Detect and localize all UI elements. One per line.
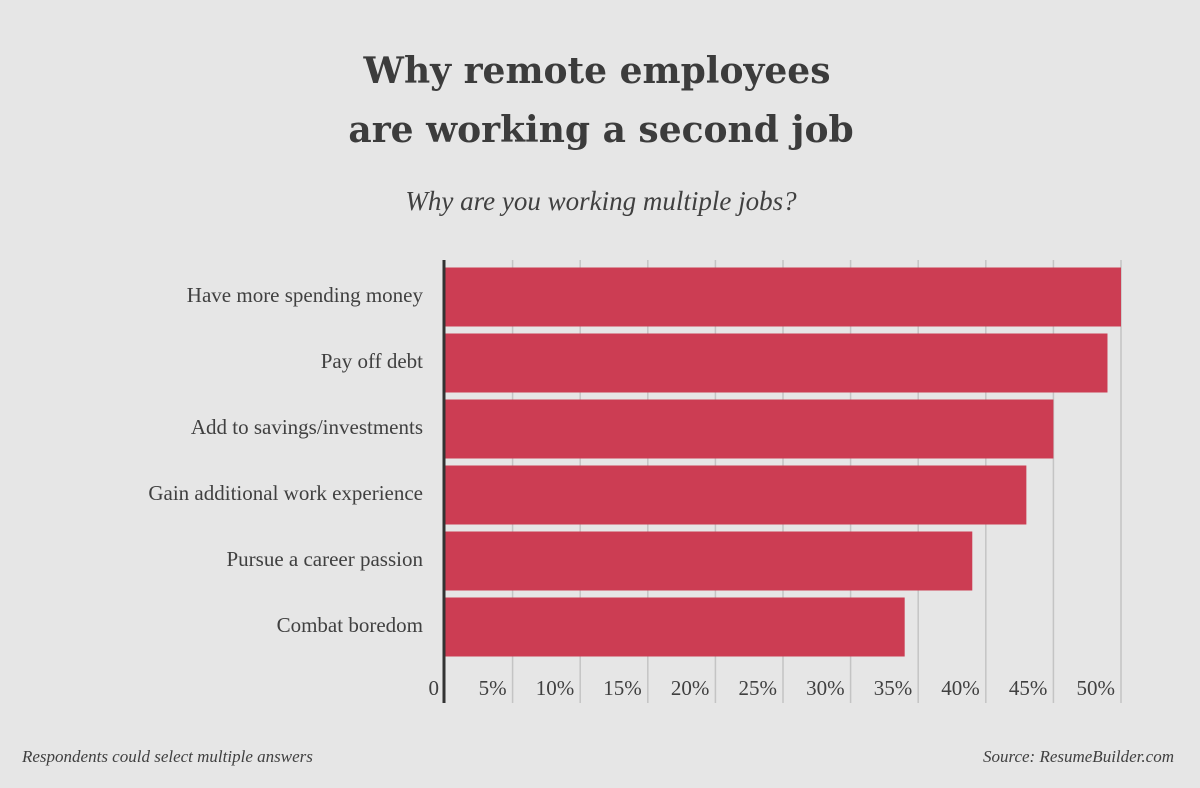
y-tick-label: Add to savings/investments (191, 415, 423, 439)
x-tick-label: 20% (671, 676, 710, 700)
x-tick-label: 40% (941, 676, 980, 700)
footnote: Respondents could select multiple answer… (21, 747, 313, 766)
x-tick-label: 10% (536, 676, 575, 700)
bar (445, 597, 905, 657)
y-tick-label: Have more spending money (187, 283, 424, 307)
source: Source: ResumeBuilder.com (983, 747, 1174, 766)
x-tick-label: 50% (1077, 676, 1116, 700)
x-tick-label: 30% (806, 676, 845, 700)
x-tick-label: 35% (874, 676, 913, 700)
bar (445, 267, 1121, 327)
bar (445, 399, 1054, 459)
bar (445, 531, 973, 591)
chart-title: are working a second job (348, 109, 853, 151)
y-tick-label: Pay off debt (321, 349, 423, 373)
y-tick-label: Combat boredom (277, 613, 423, 637)
bar (445, 333, 1108, 393)
y-tick-label: Pursue a career passion (226, 547, 423, 571)
x-tick-label: 45% (1009, 676, 1048, 700)
chart-subtitle: Why are you working multiple jobs? (405, 186, 797, 216)
y-tick-label: Gain additional work experience (148, 481, 423, 505)
x-tick-label: 15% (603, 676, 642, 700)
bar (445, 465, 1027, 525)
x-tick-label: 5% (479, 676, 507, 700)
chart-title: Why remote employees (363, 50, 831, 92)
x-tick-label: 25% (739, 676, 778, 700)
x-tick-label: 0 (429, 676, 440, 700)
